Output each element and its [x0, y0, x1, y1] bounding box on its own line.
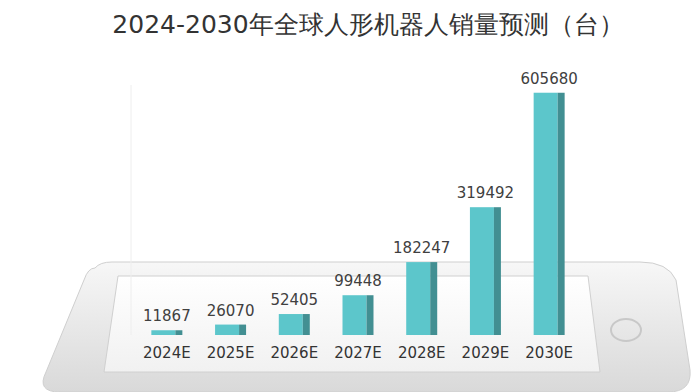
- x-tick-label: 2028E: [398, 344, 446, 362]
- bar: [151, 330, 175, 335]
- bar: [279, 314, 303, 335]
- data-label: 605680: [521, 70, 578, 88]
- phone-screen: [104, 276, 600, 372]
- data-label: 26070: [207, 302, 255, 320]
- bar-side: [367, 295, 374, 335]
- data-label: 52405: [270, 291, 318, 309]
- x-tick-label: 2029E: [462, 344, 510, 362]
- data-label: 319492: [457, 184, 514, 202]
- y-axis-line: [131, 85, 132, 335]
- bars: [151, 93, 564, 335]
- x-tick-label: 2027E: [334, 344, 382, 362]
- home-button: [611, 319, 641, 341]
- bar: [215, 325, 239, 335]
- data-label: 99448: [334, 272, 382, 290]
- title: 2024-2030年全球人形机器人销量预测（台）: [112, 10, 623, 39]
- bar: [406, 262, 430, 335]
- bar-side: [494, 207, 501, 335]
- phone-body: [43, 262, 690, 392]
- bar-side: [558, 93, 565, 335]
- x-tick-label: 2026E: [270, 344, 318, 362]
- bar: [470, 207, 494, 335]
- bar-side: [239, 325, 246, 335]
- bar-side: [303, 314, 310, 335]
- data-label: 11867: [143, 307, 191, 325]
- data-label: 182247: [393, 239, 450, 257]
- chart: 2024-2030年全球人形机器人销量预测（台） 11867 26070 52405 9…: [0, 0, 692, 392]
- x-tick-label: 2025E: [207, 344, 255, 362]
- x-tick-label: 2024E: [143, 344, 191, 362]
- bar: [343, 295, 367, 335]
- bar-side: [430, 262, 437, 335]
- x-tick-label: 2030E: [525, 344, 573, 362]
- bar: [534, 93, 558, 335]
- bar-side: [175, 330, 182, 335]
